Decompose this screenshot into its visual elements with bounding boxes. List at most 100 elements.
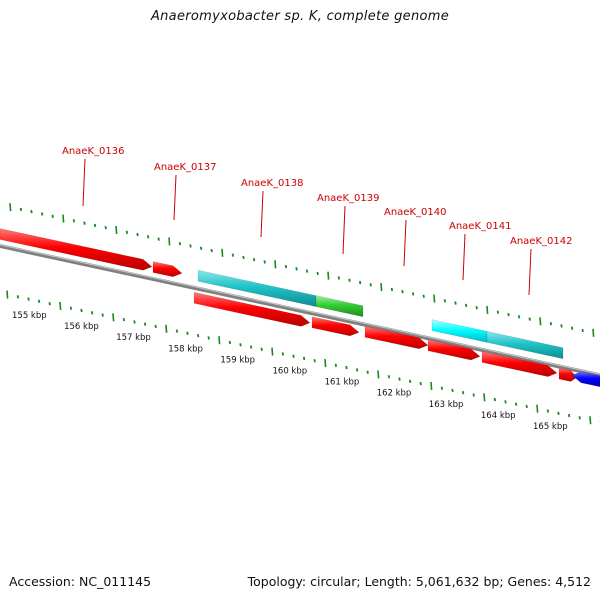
gene-feature[interactable] bbox=[481, 351, 558, 377]
minor-tick bbox=[334, 363, 338, 367]
minor-tick bbox=[493, 397, 497, 402]
scale-label: 157 kbp bbox=[116, 333, 151, 343]
minor-tick bbox=[125, 230, 129, 234]
major-tick bbox=[165, 324, 168, 333]
minor-tick bbox=[557, 411, 560, 415]
minor-tick bbox=[337, 276, 341, 280]
gene-label[interactable]: AnaeK_0138 bbox=[241, 178, 303, 189]
major-tick bbox=[62, 214, 65, 223]
minor-tick bbox=[440, 386, 444, 390]
minor-tick bbox=[358, 280, 362, 285]
minor-tick bbox=[51, 214, 54, 218]
minor-tick bbox=[27, 297, 30, 301]
major-tick bbox=[377, 370, 380, 379]
gene-label[interactable]: AnaeK_0139 bbox=[317, 193, 379, 204]
minor-tick bbox=[454, 301, 457, 305]
label-leader-line bbox=[82, 158, 86, 207]
major-tick bbox=[536, 404, 539, 413]
gene-feature[interactable] bbox=[571, 371, 600, 388]
minor-tick bbox=[507, 312, 510, 317]
gene-label[interactable]: AnaeK_0140 bbox=[384, 207, 446, 218]
major-tick bbox=[380, 283, 383, 292]
major-tick bbox=[589, 416, 592, 425]
minor-tick bbox=[228, 340, 232, 345]
scale-label: 165 kbp bbox=[533, 422, 568, 432]
major-tick bbox=[486, 305, 489, 315]
major-tick bbox=[539, 317, 542, 326]
gene-feature[interactable] bbox=[152, 261, 183, 278]
minor-tick bbox=[567, 413, 571, 418]
gene-feature[interactable] bbox=[193, 291, 311, 327]
minor-tick bbox=[284, 264, 288, 269]
minor-tick bbox=[348, 278, 351, 282]
gene-label[interactable]: AnaeK_0141 bbox=[449, 221, 511, 232]
accession-text: Accession: NC_011145 bbox=[9, 574, 152, 589]
major-tick bbox=[168, 237, 171, 246]
minor-tick bbox=[189, 244, 192, 248]
minor-tick bbox=[313, 359, 316, 363]
gene-feature[interactable] bbox=[427, 339, 481, 361]
minor-tick bbox=[40, 212, 44, 216]
gene-label[interactable]: AnaeK_0142 bbox=[510, 236, 572, 247]
major-tick bbox=[433, 294, 436, 303]
minor-tick bbox=[292, 354, 295, 358]
minor-tick bbox=[122, 317, 126, 322]
minor-tick bbox=[302, 356, 306, 361]
scale-label: 163 kbp bbox=[429, 400, 464, 410]
gene-label[interactable]: AnaeK_0137 bbox=[154, 162, 216, 173]
label-leader-line bbox=[260, 190, 264, 238]
minor-tick bbox=[146, 235, 150, 239]
scale-label: 160 kbp bbox=[273, 367, 308, 377]
minor-tick bbox=[249, 345, 253, 349]
minor-tick bbox=[517, 315, 521, 319]
minor-tick bbox=[178, 242, 182, 246]
minor-tick bbox=[387, 375, 391, 379]
label-leader-line bbox=[528, 248, 532, 296]
major-tick bbox=[483, 393, 486, 402]
gene-feature[interactable] bbox=[315, 295, 364, 318]
minor-tick bbox=[570, 326, 574, 330]
backbone-highlight bbox=[0, 244, 600, 375]
minor-tick bbox=[196, 333, 200, 338]
gene-feature[interactable] bbox=[364, 325, 429, 350]
minor-tick bbox=[464, 303, 468, 308]
minor-tick bbox=[496, 310, 500, 314]
gene-feature[interactable] bbox=[486, 331, 564, 360]
genome-summary-text: Topology: circular; Length: 5,061,632 bp… bbox=[247, 574, 591, 589]
minor-tick bbox=[93, 223, 97, 228]
major-tick bbox=[9, 203, 12, 212]
gene-feature[interactable] bbox=[0, 228, 153, 271]
gene-feature[interactable] bbox=[558, 367, 578, 382]
genome-backbone bbox=[0, 244, 600, 378]
minor-tick bbox=[210, 248, 213, 253]
minor-tick bbox=[419, 381, 422, 386]
minor-tick bbox=[390, 287, 394, 292]
minor-tick bbox=[231, 253, 235, 257]
minor-tick bbox=[408, 379, 412, 383]
minor-tick bbox=[546, 409, 550, 413]
major-tick bbox=[218, 336, 221, 345]
minor-tick bbox=[461, 391, 465, 395]
major-tick bbox=[327, 271, 330, 280]
major-tick bbox=[59, 301, 62, 310]
gene-labels: AnaeK_0136 AnaeK_0137 AnaeK_0138 AnaeK_0139… bbox=[62, 146, 572, 247]
minor-tick bbox=[157, 237, 160, 241]
minor-tick bbox=[528, 317, 531, 321]
major-tick bbox=[6, 290, 9, 299]
gene-label-leaders bbox=[82, 158, 532, 296]
gene-label[interactable]: AnaeK_0136 bbox=[62, 146, 124, 157]
minor-tick bbox=[143, 322, 147, 326]
minor-tick bbox=[581, 328, 584, 333]
label-leader-line bbox=[342, 205, 346, 255]
scale-label: 156 kbp bbox=[64, 322, 99, 332]
minor-tick bbox=[281, 352, 285, 356]
label-leader-line bbox=[462, 233, 466, 281]
minor-tick bbox=[578, 416, 581, 420]
minor-tick bbox=[422, 294, 425, 298]
minor-tick bbox=[239, 343, 242, 347]
label-leader-line bbox=[403, 219, 407, 267]
minor-tick bbox=[90, 311, 94, 315]
gene-feature[interactable] bbox=[311, 316, 360, 337]
minor-tick bbox=[260, 347, 263, 352]
minor-tick bbox=[207, 336, 210, 340]
